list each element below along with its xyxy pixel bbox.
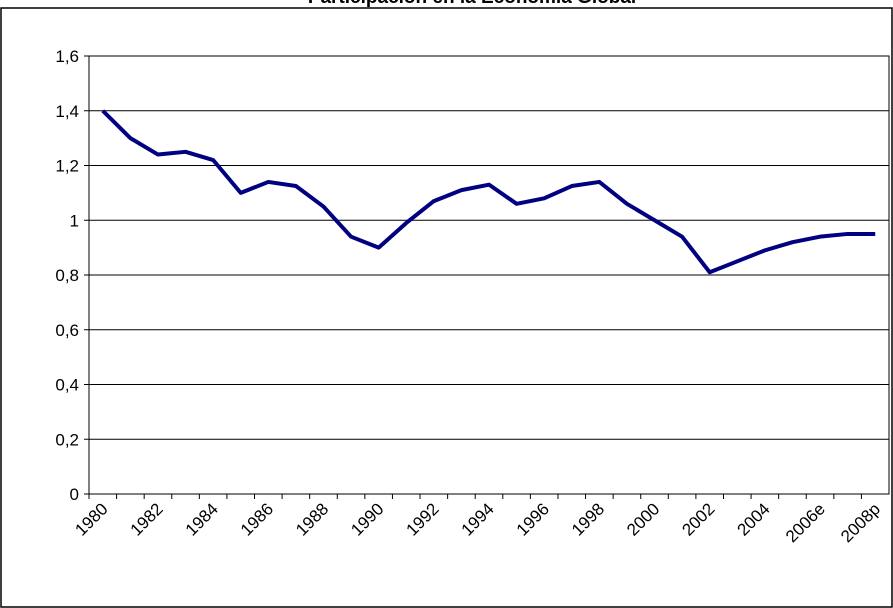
- chart-title: Participación en la Economía Global: [308, 0, 636, 8]
- y-tick-label: 0,6: [55, 321, 79, 340]
- y-tick-label: 1,6: [55, 47, 79, 66]
- y-tick-label: 1: [70, 211, 79, 230]
- y-tick-label: 0,4: [55, 376, 79, 395]
- line-series: [101, 109, 876, 275]
- y-tick-label: 0,8: [55, 266, 79, 285]
- y-tick-label: 0,2: [55, 430, 79, 449]
- chart-frame: [0, 7, 893, 608]
- y-tick-label: 1,4: [55, 102, 79, 121]
- plot-frame: [88, 55, 890, 495]
- y-tick-label: 1,2: [55, 157, 79, 176]
- y-tick-label: 0: [70, 485, 79, 504]
